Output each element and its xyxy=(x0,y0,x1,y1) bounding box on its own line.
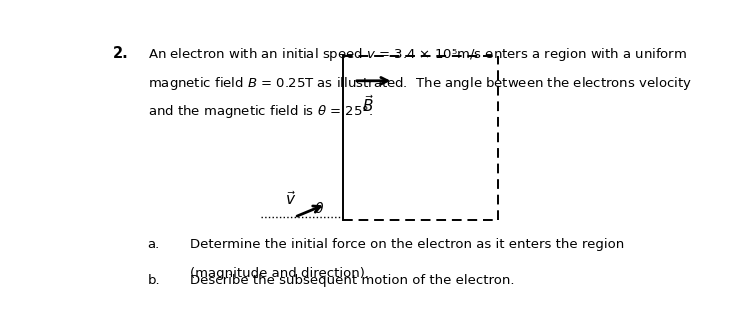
Text: Describe the subsequent motion of the electron.: Describe the subsequent motion of the el… xyxy=(190,274,515,287)
Text: magnetic field $B$ = 0.25T as illustrated.  The angle between the electrons velo: magnetic field $B$ = 0.25T as illustrate… xyxy=(147,75,691,91)
Text: and the magnetic field is $\theta$ = 25°.: and the magnetic field is $\theta$ = 25°… xyxy=(147,103,373,120)
Text: b.: b. xyxy=(147,274,160,287)
Text: 2.: 2. xyxy=(112,46,128,61)
Text: a.: a. xyxy=(147,238,160,251)
Text: $\vec{B}$: $\vec{B}$ xyxy=(362,94,374,115)
Text: $\vec{v}$: $\vec{v}$ xyxy=(285,190,296,208)
Text: An electron with an initial speed $v$ = 3.4 × 10⁵m/s enters a region with a unif: An electron with an initial speed $v$ = … xyxy=(147,46,687,63)
Text: $\theta$: $\theta$ xyxy=(314,201,324,216)
Text: Determine the initial force on the electron as it enters the region: Determine the initial force on the elect… xyxy=(190,238,624,251)
Text: (magnitude and direction).: (magnitude and direction). xyxy=(190,267,369,280)
